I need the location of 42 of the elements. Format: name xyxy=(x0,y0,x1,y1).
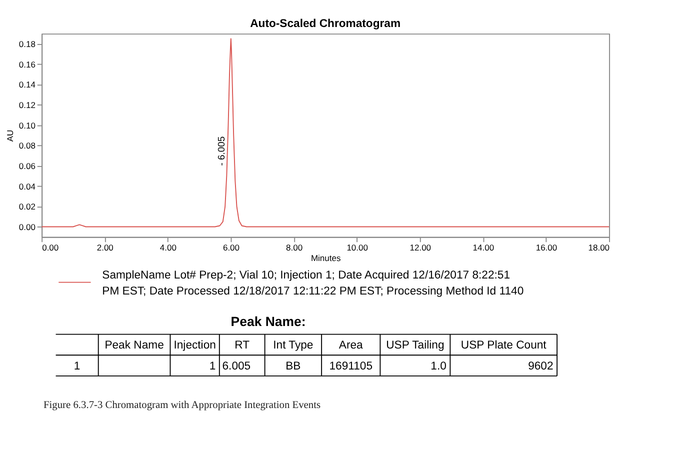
y-tick-label: 0.06 xyxy=(18,161,36,172)
y-tick-label: 0.16 xyxy=(18,59,36,70)
x-tick-label: 0.00 xyxy=(42,242,59,253)
text: Injection xyxy=(174,340,216,352)
text: Int Type xyxy=(273,340,314,352)
legend-label: SampleName Lot# Prep-2; Vial 10; Injection 1; Date Acquired 12/16/2017 8:22:51 PM EST; Date Processed 12/18/2017 12:11:22 PM EST; Processing Method Id 1140 xyxy=(102,270,524,298)
text: 1 xyxy=(74,360,80,372)
x-tick-label: 10.00 xyxy=(346,242,368,253)
y-axis-title: AU xyxy=(5,130,16,142)
text: 1.0 xyxy=(430,360,446,372)
y-tick-label: 0.04 xyxy=(18,181,36,192)
line-series xyxy=(42,38,610,228)
text: RT xyxy=(234,340,250,352)
text: BB xyxy=(286,360,301,372)
text: 9602 xyxy=(528,360,554,372)
x-axis-title: Minutes xyxy=(310,253,341,264)
text: USP Plate Count xyxy=(460,340,548,352)
x-tick-label: 6.00 xyxy=(222,242,240,253)
text: Peak Name: xyxy=(230,314,306,329)
x-tick-label: 12.00 xyxy=(410,242,432,253)
x-tick-label: 8.00 xyxy=(286,242,303,253)
x-tick-label: 18.00 xyxy=(588,242,610,253)
x-tick-label: 14.00 xyxy=(472,242,494,253)
text: Area xyxy=(338,340,364,352)
text: 6.005 xyxy=(222,360,251,372)
text: Peak Name xyxy=(104,340,164,352)
y-tick-label: 0.08 xyxy=(18,140,36,151)
x-tick-label: 4.00 xyxy=(160,242,177,253)
annotation: - 6.005 xyxy=(216,136,228,166)
text: 1 xyxy=(209,360,216,372)
y-tick-label: 0.00 xyxy=(18,222,36,232)
x-tick-label: 16.00 xyxy=(536,242,558,253)
y-tick-label: 0.10 xyxy=(18,120,36,130)
y-tick-label: 0.14 xyxy=(18,80,36,90)
y-tick-label: 0.18 xyxy=(18,39,36,50)
caption: Figure 6.3.7-3 Chromatogram with Appropriate Integration Events xyxy=(44,400,321,412)
chart-title: Auto-Scaled Chromatogram xyxy=(250,18,401,30)
y-tick-label: 0.02 xyxy=(18,202,36,212)
x-tick-label: 2.00 xyxy=(96,242,114,253)
y-tick-label: 0.12 xyxy=(18,100,36,110)
text: USP Tailing xyxy=(386,340,444,352)
text: 1691105 xyxy=(329,360,373,372)
